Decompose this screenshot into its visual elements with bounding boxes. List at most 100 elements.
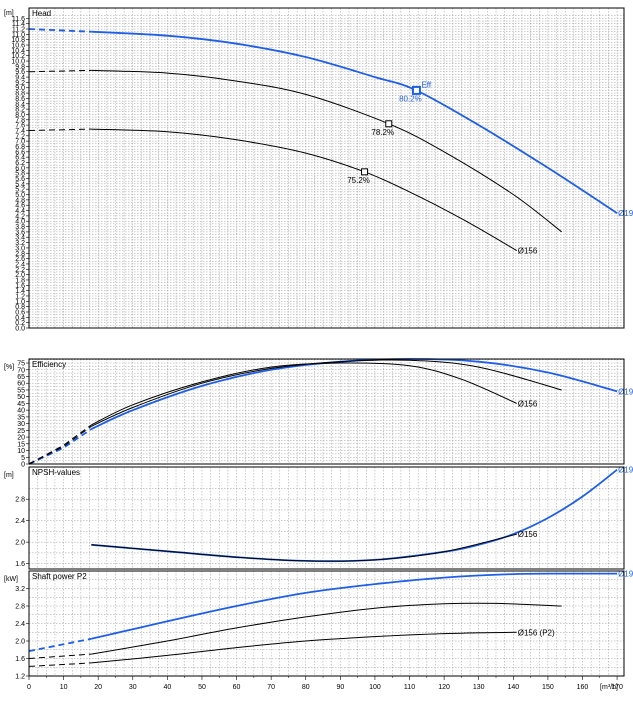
y-tick-label: 3.2: [15, 240, 25, 247]
y-tick-label: 0.2: [15, 320, 25, 327]
x-tick-label: 90: [336, 684, 344, 691]
series-label: Ø190: [618, 387, 633, 396]
x-tick-label: 100: [369, 684, 381, 691]
series-line-1: [91, 533, 517, 562]
y-tick-label: 2.0: [15, 540, 25, 547]
x-tick-label: 0: [27, 684, 31, 691]
y-tick-label: 4.0: [15, 219, 25, 226]
y-tick-label: 1.2: [15, 674, 25, 681]
x-tick-label: 130: [473, 684, 485, 691]
y-tick-label: 0.0: [15, 326, 25, 333]
y-tick-label: 1.6: [15, 283, 25, 290]
series-line-2: [91, 362, 517, 426]
y-tick-label: 1.8: [15, 277, 25, 284]
x-tick-label: 150: [542, 684, 554, 691]
y-tick-label: 1.6: [15, 656, 25, 663]
y-tick-label: 30: [17, 421, 25, 428]
y-tick-label: 9.2: [15, 80, 25, 87]
x-tick-label: 20: [94, 684, 102, 691]
y-tick-label: 8.8: [15, 91, 25, 98]
series-line-2: [91, 128, 518, 252]
series-label: Ø190: [618, 209, 633, 218]
panel-title: Shaft power P2: [32, 572, 87, 581]
y-tick-label: 4.8: [15, 197, 25, 204]
y-tick-label: 10: [17, 448, 25, 455]
panel-border: [28, 570, 625, 677]
y-tick-label: 3.6: [15, 229, 25, 236]
series-line-0: [91, 572, 618, 640]
panel-bg: [29, 467, 624, 569]
panel-3: 1.2 1.6 2.0 2.4 2.8 3.2 [kW] Shaft power P2 Ø190…: [4, 570, 633, 691]
series-line-dashed: [28, 653, 92, 659]
series-line-dashed: [28, 637, 92, 652]
x-tick-label: 50: [198, 684, 206, 691]
y-tick-label: 7.2: [15, 133, 25, 140]
y-tick-label: 3.4: [15, 235, 25, 242]
y-tick-label: 8.2: [15, 107, 25, 114]
y-tick-label: 2.0: [15, 639, 25, 646]
y-tick-label: 35: [17, 414, 25, 421]
series-line-dashed: [28, 28, 92, 33]
y-tick-label: 8.4: [15, 101, 25, 108]
marker-label: 75.2%: [347, 176, 370, 185]
y-tick-label: 0: [21, 462, 25, 469]
x-tick-label: 80: [302, 684, 310, 691]
y-tick-label: 4.6: [15, 203, 25, 210]
series-line-dashed: [28, 128, 92, 131]
y-tick-label: 40: [17, 408, 25, 415]
y-tick-label: 70: [17, 367, 25, 374]
panel-title: NPSH-values: [32, 468, 80, 477]
panel-border: [28, 358, 625, 465]
y-tick-label: 2.4: [15, 261, 25, 268]
y-tick-label: 2.4: [15, 518, 25, 525]
y-tick-label: 7.0: [15, 139, 25, 146]
x-tick-label: 140: [507, 684, 519, 691]
series-label: Ø156: [518, 399, 538, 408]
y-tick-label: 25: [17, 428, 25, 435]
y-tick-label: 5.4: [15, 181, 25, 188]
y-tick-label: 55: [17, 387, 25, 394]
marker-tag: Eff: [421, 80, 431, 89]
series-line-dashed: [28, 69, 92, 73]
y-tick-label: 6.8: [15, 144, 25, 151]
y-tick-label: 7.8: [15, 117, 25, 124]
x-tick-label: 120: [438, 684, 450, 691]
efficiency-marker: [385, 120, 393, 128]
y-tick-label: 9.6: [15, 69, 25, 76]
y-tick-label: 50: [17, 394, 25, 401]
y-tick-label: 6.6: [15, 149, 25, 156]
y-tick-label: 5: [21, 455, 25, 462]
x-tick-label: 70: [267, 684, 275, 691]
panel-0: 0.00.20.40.60.81.01.21.41.61.82.02.22.42…: [4, 7, 633, 333]
x-tick-label: 10: [60, 684, 68, 691]
y-tick-label: 0.6: [15, 309, 25, 316]
series-line-1: [91, 69, 563, 233]
y-unit-label: [kW]: [4, 576, 18, 583]
efficiency-marker: [411, 85, 421, 95]
y-tick-label: 20: [17, 435, 25, 442]
y-unit-label: [m]: [4, 472, 14, 479]
x-tick-label: 160: [577, 684, 589, 691]
y-tick-label: 1.6: [15, 561, 25, 568]
marker-label: 78.2%: [371, 128, 394, 137]
series-label: Ø156 (P2): [518, 628, 555, 637]
y-tick-label: 3.8: [15, 224, 25, 231]
y-tick-label: 3.0: [15, 245, 25, 252]
panel-border: [28, 466, 625, 570]
marker-label: 80.2%: [399, 94, 422, 103]
series-line-2: [91, 631, 517, 664]
y-tick-label: 6.4: [15, 155, 25, 162]
y-tick-label: 6.0: [15, 165, 25, 172]
y-tick-label: 11.2: [12, 27, 25, 34]
y-tick-label: 7.4: [15, 128, 25, 135]
y-tick-label: 4.2: [15, 213, 25, 220]
y-tick-label: 10.4: [11, 48, 25, 55]
y-tick-label: 65: [17, 374, 25, 381]
y-tick-label: 3.2: [15, 586, 25, 593]
y-tick-label: 9.4: [15, 75, 25, 82]
y-tick-label: 2.8: [15, 604, 25, 611]
panel-2: 1.6 2.0 2.4 2.8 [m] NPSH-values Ø190 Ø156: [4, 466, 633, 570]
y-tick-label: 75: [17, 361, 25, 368]
y-tick-label: 1.2: [15, 293, 25, 300]
